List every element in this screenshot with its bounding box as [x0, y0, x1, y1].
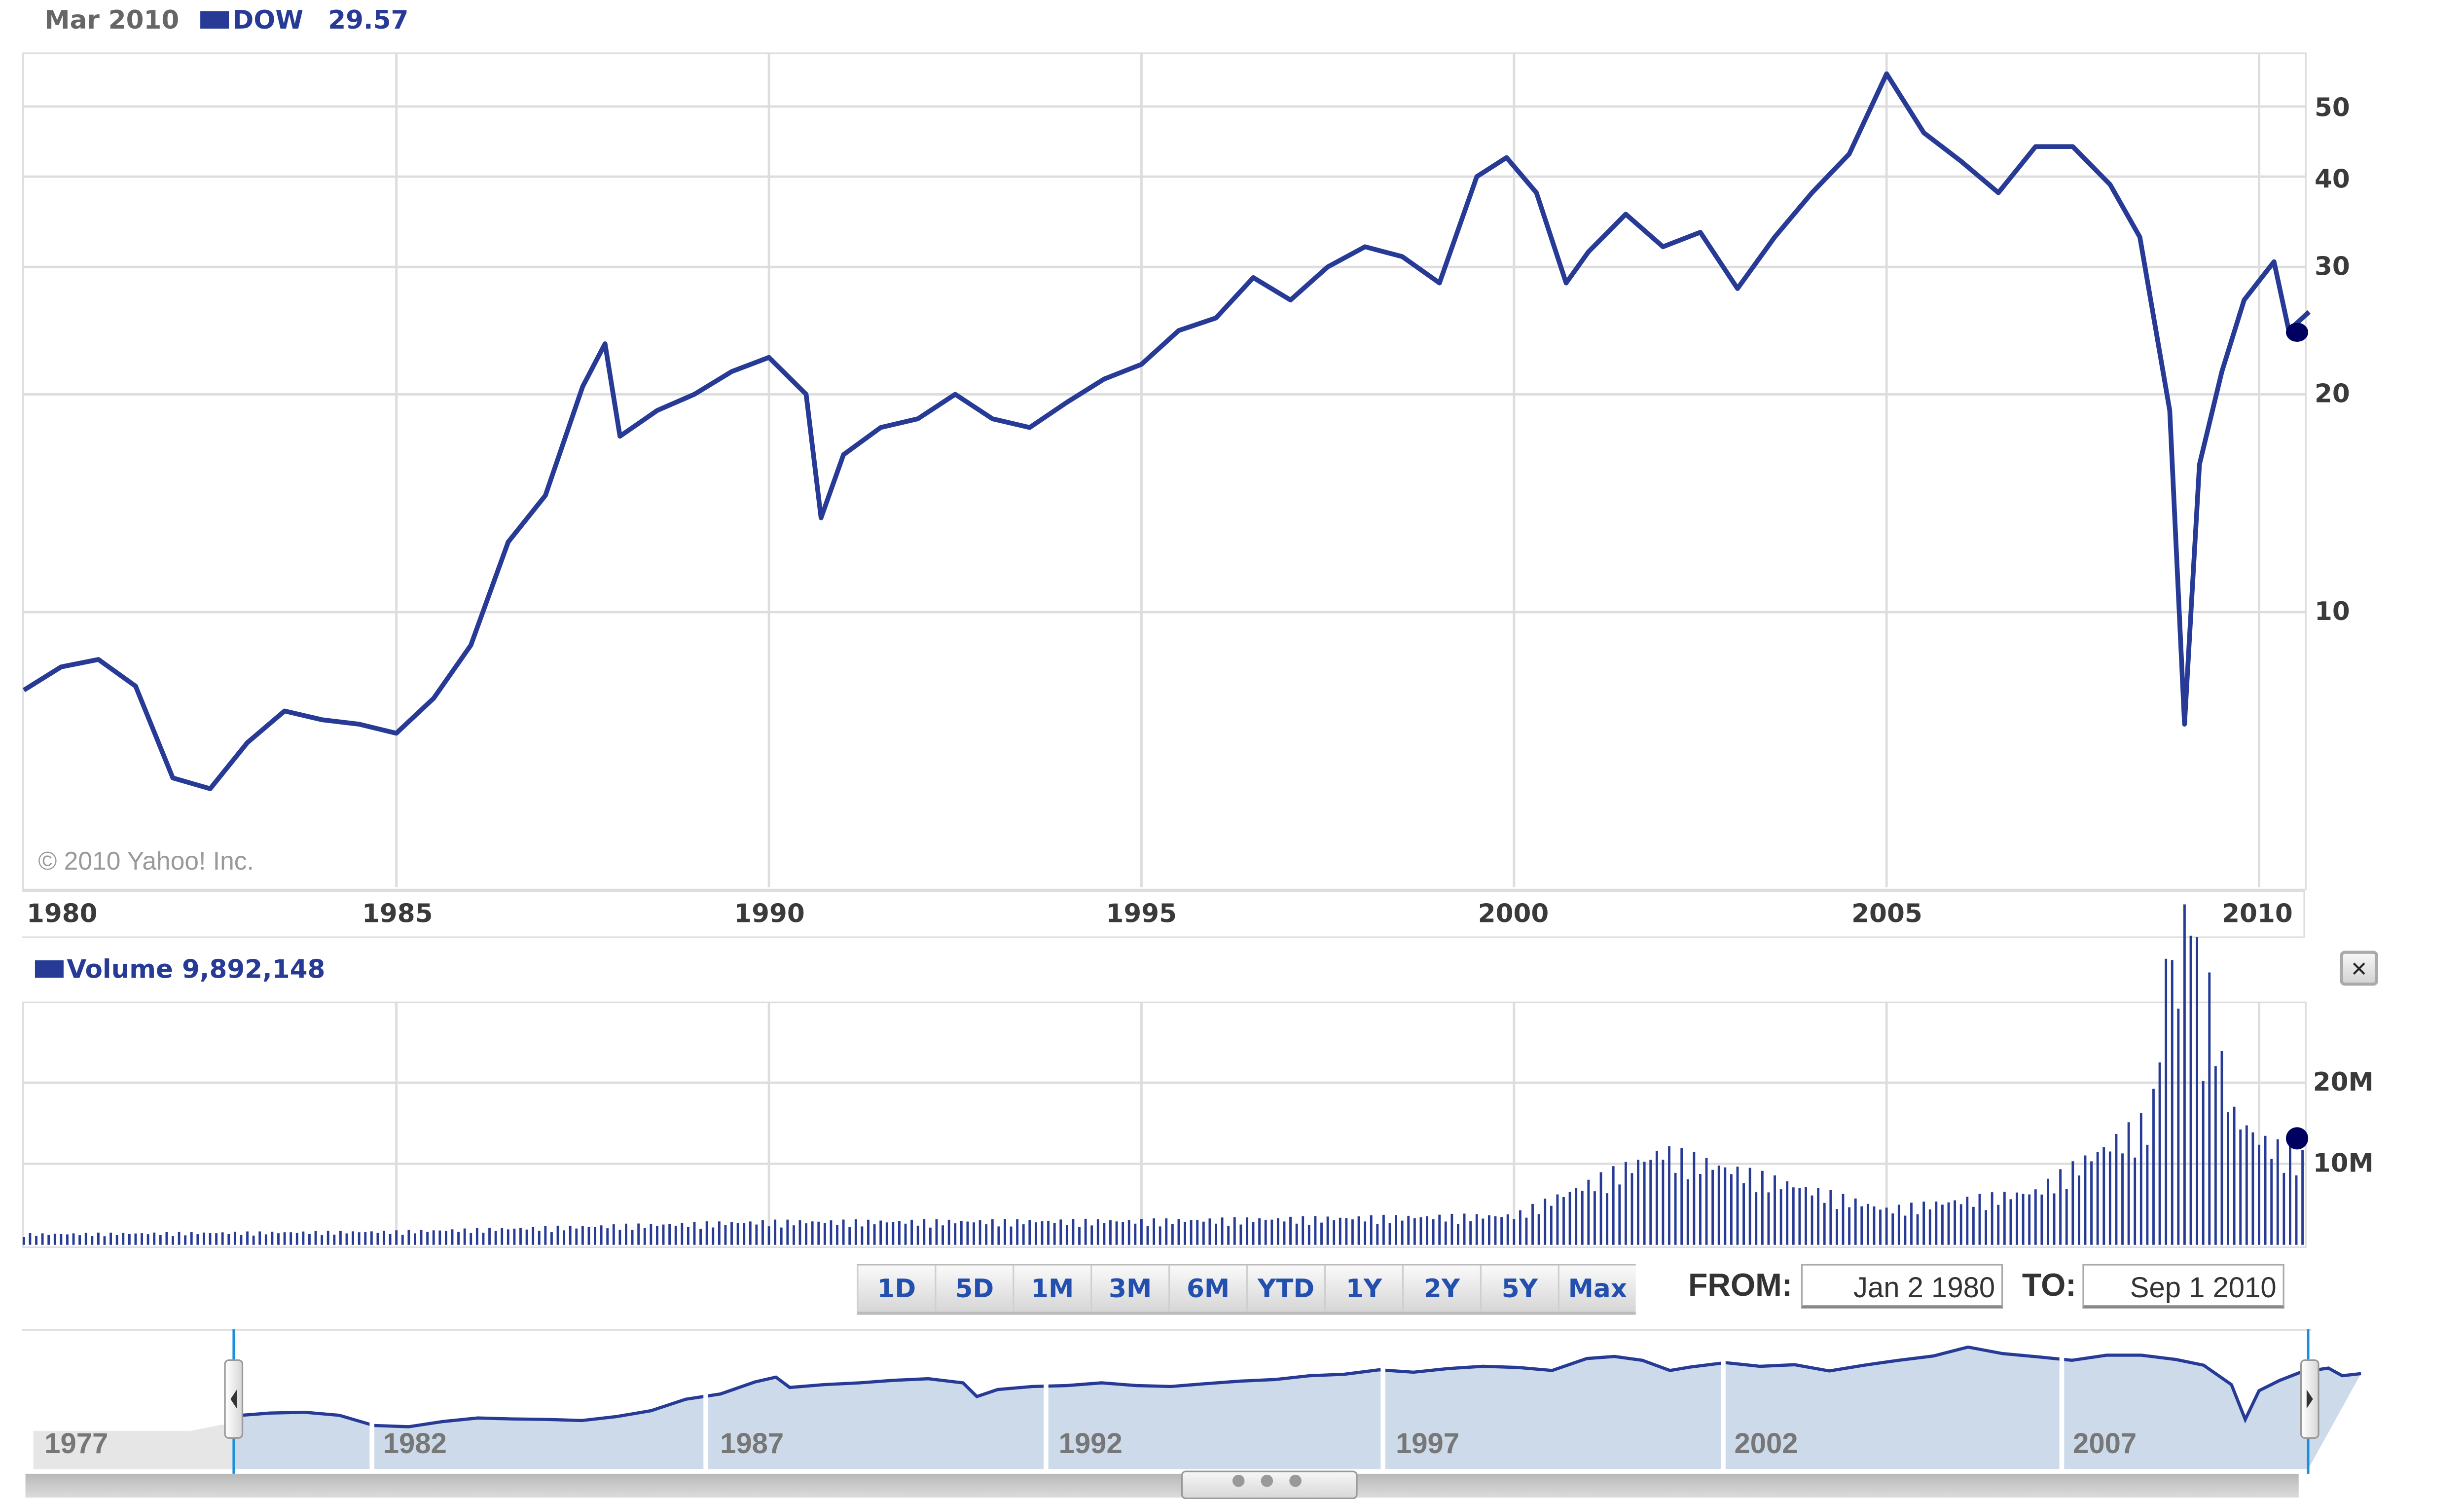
hover-date: Mar 2010	[44, 4, 180, 35]
price-tick: 30	[2314, 251, 2350, 282]
navigator-year: 1997	[1395, 1427, 1460, 1460]
x-tick: 1995	[1106, 898, 1177, 929]
range-5d-button[interactable]: 5D	[935, 1265, 1013, 1312]
range-5y-button[interactable]: 5Y	[1480, 1265, 1558, 1312]
x-axis-band	[22, 890, 2305, 938]
from-label: FROM:	[1688, 1269, 1793, 1304]
navigator-year: 1987	[720, 1427, 784, 1460]
range-1y-button[interactable]: 1Y	[1324, 1265, 1402, 1312]
close-volume-button[interactable]: ✕	[2340, 951, 2378, 986]
chart-header: Mar 2010 DOW 29.57	[44, 5, 408, 35]
navigator-year: 2007	[2073, 1427, 2137, 1460]
navigator-scroll-thumb[interactable]: ● ● ●	[1181, 1470, 1358, 1499]
range-3m-button[interactable]: 3M	[1090, 1265, 1169, 1312]
range-ytd-button[interactable]: YTD	[1246, 1265, 1324, 1312]
navigator-left-handle[interactable]	[224, 1359, 244, 1439]
price-tick: 40	[2314, 163, 2350, 194]
x-tick: 2000	[1478, 898, 1549, 929]
range-selector: 1D 5D 1M 3M 6M YTD 1Y 2Y 5Y Max	[857, 1264, 1636, 1315]
to-label: TO:	[2022, 1269, 2076, 1304]
price-tick: 10	[2314, 596, 2350, 626]
range-1m-button[interactable]: 1M	[1013, 1265, 1091, 1312]
volume-plot-area[interactable]	[22, 1001, 2307, 1248]
volume-value: 9,892,148	[182, 953, 326, 985]
navigator-year: 1992	[1058, 1427, 1123, 1460]
chevron-right-icon	[2306, 1389, 2313, 1409]
x-tick: 1980	[26, 898, 98, 929]
price-chart	[22, 52, 2311, 887]
price-plot-area[interactable]	[22, 52, 2307, 890]
volume-chart	[22, 904, 2309, 1245]
range-1d-button[interactable]: 1D	[857, 1265, 935, 1312]
navigator-scrollbar[interactable]	[25, 1473, 2299, 1498]
volume-header: Volume 9,892,148	[35, 954, 325, 984]
price-tick: 50	[2314, 92, 2350, 123]
navigator-year: 1982	[383, 1427, 447, 1460]
close-icon: ✕	[2350, 958, 2368, 983]
range-2y-button[interactable]: 2Y	[1402, 1265, 1480, 1312]
x-tick: 1990	[734, 898, 805, 929]
navigator-year: 1977	[44, 1427, 109, 1460]
x-tick: 1985	[362, 898, 433, 929]
x-tick: 2010	[2222, 898, 2293, 929]
range-max-button[interactable]: Max	[1558, 1265, 1636, 1312]
chevron-left-icon	[230, 1389, 237, 1409]
series-color-swatch	[201, 11, 230, 29]
volume-tick: 20M	[2313, 1066, 2374, 1097]
navigator[interactable]	[22, 1329, 2312, 1484]
grip-icon: ● ● ●	[1232, 1472, 1307, 1490]
range-6m-button[interactable]: 6M	[1168, 1265, 1246, 1312]
volume-color-swatch	[35, 960, 64, 978]
price-tick: 20	[2314, 378, 2350, 409]
navigator-year: 2002	[1734, 1427, 1798, 1460]
x-tick: 2005	[1851, 898, 1922, 929]
series-symbol: DOW	[232, 4, 304, 35]
from-date-input[interactable]: Jan 2 1980	[1801, 1264, 2003, 1309]
copyright: © 2010 Yahoo! Inc.	[38, 849, 254, 876]
navigator-right-handle[interactable]	[2300, 1359, 2319, 1439]
volume-label: Volume	[67, 953, 174, 985]
series-price: 29.57	[328, 4, 409, 35]
to-date-input[interactable]: Sep 1 2010	[2082, 1264, 2284, 1309]
volume-tick: 10M	[2313, 1148, 2374, 1178]
